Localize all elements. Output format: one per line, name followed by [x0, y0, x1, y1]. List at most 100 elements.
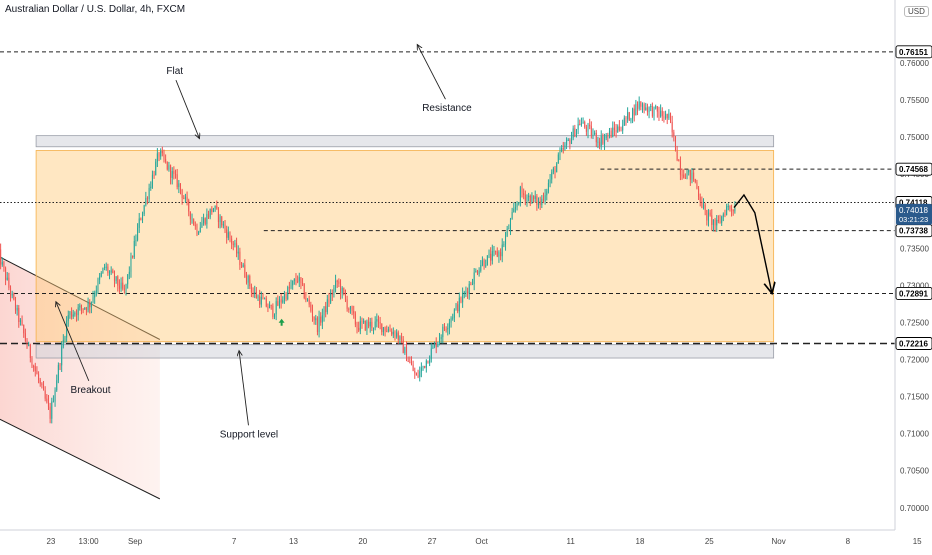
y-tick-label-11: 0.70500 — [900, 467, 929, 476]
price-label-5: 0.72216 — [899, 339, 928, 348]
candle-body-306 — [501, 244, 503, 257]
candle-body-196 — [320, 316, 322, 323]
candle-body-116 — [188, 200, 190, 212]
candle-body-225 — [368, 321, 370, 327]
candle-body-336 — [551, 172, 553, 180]
candle-body-272 — [445, 329, 447, 331]
candle-body-386 — [633, 108, 635, 116]
candle-body-338 — [554, 168, 556, 173]
candle-body-184 — [300, 277, 302, 284]
candle-body-87 — [140, 218, 142, 220]
candle-body-79 — [127, 274, 129, 285]
candle-body-344 — [564, 144, 566, 150]
candle-body-77 — [123, 288, 125, 290]
candle-body-48 — [76, 312, 78, 316]
candle-body-388 — [637, 104, 639, 109]
candle-body-43 — [67, 315, 69, 321]
candle-body-22 — [33, 366, 35, 368]
candle-body-299 — [490, 253, 492, 261]
up-arrow-icon — [278, 318, 285, 326]
candle-body-276 — [452, 317, 454, 319]
candle-body-424 — [696, 182, 698, 189]
candle-body-128 — [208, 213, 210, 218]
candle-body-255 — [417, 375, 419, 377]
candle-body-321 — [526, 197, 528, 201]
candle-body-144 — [234, 243, 236, 245]
y-tick-label-8: 0.72000 — [900, 356, 929, 365]
candle-body-383 — [628, 112, 630, 121]
candle-body-266 — [435, 342, 437, 348]
candle-body-23 — [34, 366, 36, 371]
candle-body-426 — [699, 196, 701, 203]
candle-body-278 — [455, 304, 457, 310]
candle-body-301 — [493, 250, 495, 252]
x-tick-label-6: 27 — [428, 537, 437, 546]
candle-body-293 — [480, 265, 482, 271]
candle-body-33 — [51, 401, 53, 419]
candle-body-100 — [161, 151, 163, 154]
candle-body-275 — [450, 318, 452, 323]
candle-body-304 — [498, 252, 500, 257]
candle-body-49 — [77, 307, 79, 316]
candle-body-330 — [541, 198, 543, 205]
candle-body-80 — [128, 271, 130, 275]
candle-body-393 — [645, 107, 647, 111]
candle-body-41 — [64, 337, 66, 340]
candle-body-74 — [118, 285, 120, 289]
candle-body-210 — [343, 287, 345, 294]
candle-body-3 — [1, 262, 3, 265]
candle-body-415 — [681, 174, 683, 176]
candle-body-84 — [135, 240, 137, 242]
candle-body-17 — [24, 333, 26, 341]
candle-body-51 — [80, 305, 82, 309]
candle-body-148 — [241, 265, 243, 268]
candle-body-207 — [338, 281, 340, 284]
candle-body-382 — [627, 112, 629, 120]
candle-body-357 — [585, 127, 587, 132]
candle-body-190 — [310, 304, 312, 311]
annotation-label-2: Breakout — [71, 385, 111, 396]
candle-body-7 — [8, 277, 10, 288]
candle-body-136 — [221, 216, 223, 226]
candle-body-72 — [115, 276, 117, 281]
candle-body-442 — [726, 206, 728, 215]
candle-body-392 — [643, 104, 645, 111]
candle-body-138 — [224, 224, 226, 230]
candle-body-160 — [260, 296, 262, 305]
candle-body-25 — [38, 374, 40, 380]
candle-body-423 — [694, 178, 696, 183]
candle-body-262 — [429, 359, 431, 364]
candle-body-199 — [325, 306, 327, 313]
candle-body-430 — [706, 210, 708, 221]
candle-body-230 — [376, 319, 378, 322]
candle-body-333 — [546, 191, 548, 196]
candle-body-123 — [199, 227, 201, 233]
candle-body-352 — [577, 124, 579, 130]
candle-body-294 — [481, 260, 483, 266]
candle-body-36 — [56, 380, 58, 391]
candle-body-215 — [351, 306, 353, 311]
candle-body-127 — [206, 213, 208, 225]
x-tick-label-2: Sep — [128, 537, 143, 546]
candle-body-212 — [346, 299, 348, 309]
candle-body-83 — [133, 241, 135, 258]
candle-body-178 — [290, 285, 292, 289]
y-tick-label-9: 0.71500 — [900, 393, 929, 402]
candle-body-11 — [14, 299, 16, 311]
candle-body-335 — [549, 179, 551, 184]
candle-body-385 — [632, 108, 634, 119]
candle-body-258 — [422, 365, 424, 368]
candle-body-332 — [544, 195, 546, 201]
candle-body-439 — [721, 216, 723, 223]
candle-body-110 — [178, 183, 180, 188]
price-label-box-0 — [895, 45, 932, 59]
candle-body-209 — [341, 287, 343, 294]
candle-body-277 — [453, 309, 455, 318]
candle-body-189 — [308, 299, 310, 305]
currency-badge[interactable]: USD — [904, 6, 929, 17]
candle-body-4 — [3, 262, 5, 268]
candle-body-300 — [491, 251, 493, 261]
candle-body-267 — [437, 342, 439, 348]
